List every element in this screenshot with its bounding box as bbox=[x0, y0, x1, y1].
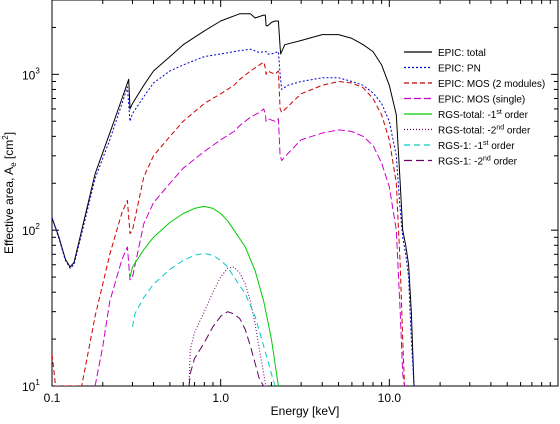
series-line-5 bbox=[129, 205, 279, 386]
y-axis-label-main: Effective area, A bbox=[2, 167, 16, 254]
legend-label-sup: st bbox=[483, 140, 489, 147]
y-tick-label: 101 bbox=[22, 378, 40, 394]
y-tick-label: 102 bbox=[22, 222, 40, 238]
y-tick-label: 103 bbox=[22, 66, 40, 82]
y-tick-label-base: 10 bbox=[22, 68, 36, 82]
series-line-4 bbox=[94, 108, 405, 386]
legend-label-name: RGS-total: -1 bbox=[438, 110, 497, 121]
data-series bbox=[52, 13, 415, 386]
y-axis-label-unit-close: ] bbox=[2, 132, 16, 135]
legend-label-sup: nd bbox=[496, 125, 504, 132]
legend-label: RGS-total: -1st order bbox=[438, 109, 529, 121]
legend-label-name: EPIC: MOS (2 modules) bbox=[438, 79, 545, 90]
y-tick-label-exp: 1 bbox=[35, 378, 40, 387]
y-tick-label-base: 10 bbox=[22, 380, 36, 394]
y-axis-label-unit-sup: 2 bbox=[1, 135, 10, 140]
legend-label: EPIC: MOS (2 modules) bbox=[438, 79, 545, 90]
legend-label: EPIC: total bbox=[438, 48, 486, 59]
y-axis-label-sub: e bbox=[9, 162, 18, 167]
legend-label-name: RGS-1: -2 bbox=[438, 157, 483, 168]
legend-label-name: RGS-1: -1 bbox=[438, 141, 483, 152]
legend-label: RGS-total: -2nd order bbox=[438, 125, 531, 137]
y-tick-label-base: 10 bbox=[22, 224, 36, 238]
legend-label: RGS-1: -2nd order bbox=[438, 156, 518, 168]
series-line-8 bbox=[188, 311, 268, 386]
legend-label-name: EPIC: total bbox=[438, 48, 486, 59]
x-tick-label: 10.0 bbox=[378, 391, 402, 405]
legend-label: RGS-1: -1st order bbox=[438, 140, 515, 152]
series-line-3 bbox=[52, 61, 405, 386]
x-axis-label: Energy [keV] bbox=[271, 404, 340, 418]
legend-label-tail: order bbox=[491, 157, 518, 168]
legend-label-sup: nd bbox=[483, 156, 491, 163]
legend-label-tail: order bbox=[488, 141, 515, 152]
plot-frame bbox=[51, 0, 559, 387]
y-tick-label-exp: 2 bbox=[35, 222, 40, 231]
legend-label: EPIC: MOS (single) bbox=[438, 95, 525, 106]
x-tick-label: 0.1 bbox=[44, 391, 61, 405]
series-line-2 bbox=[52, 48, 415, 386]
legend-label-name: EPIC: PN bbox=[438, 64, 481, 75]
legend-label-tail: order bbox=[502, 110, 529, 121]
x-tick-label: 1.0 bbox=[212, 391, 229, 405]
x-tick-labels: 0.1 1.0 10.0 bbox=[44, 391, 402, 405]
legend-label-name: RGS-total: -2 bbox=[438, 126, 497, 137]
legend: EPIC: total EPIC: PN EPIC: MOS (2 modules)… bbox=[404, 48, 545, 168]
series-line-6 bbox=[188, 266, 268, 386]
legend-label-sup: st bbox=[496, 109, 502, 116]
y-axis-label: Effective area, Ae [cm2] bbox=[1, 132, 18, 254]
y-tick-label-exp: 3 bbox=[35, 66, 40, 75]
legend-label: EPIC: PN bbox=[438, 64, 481, 75]
legend-label-name: EPIC: MOS (single) bbox=[438, 95, 525, 106]
y-axis-label-unit: [cm bbox=[2, 140, 16, 163]
series-line-7 bbox=[132, 252, 279, 386]
legend-label-tail: order bbox=[504, 126, 531, 137]
axis-ticks bbox=[51, 0, 558, 387]
series-line-1 bbox=[52, 13, 415, 386]
